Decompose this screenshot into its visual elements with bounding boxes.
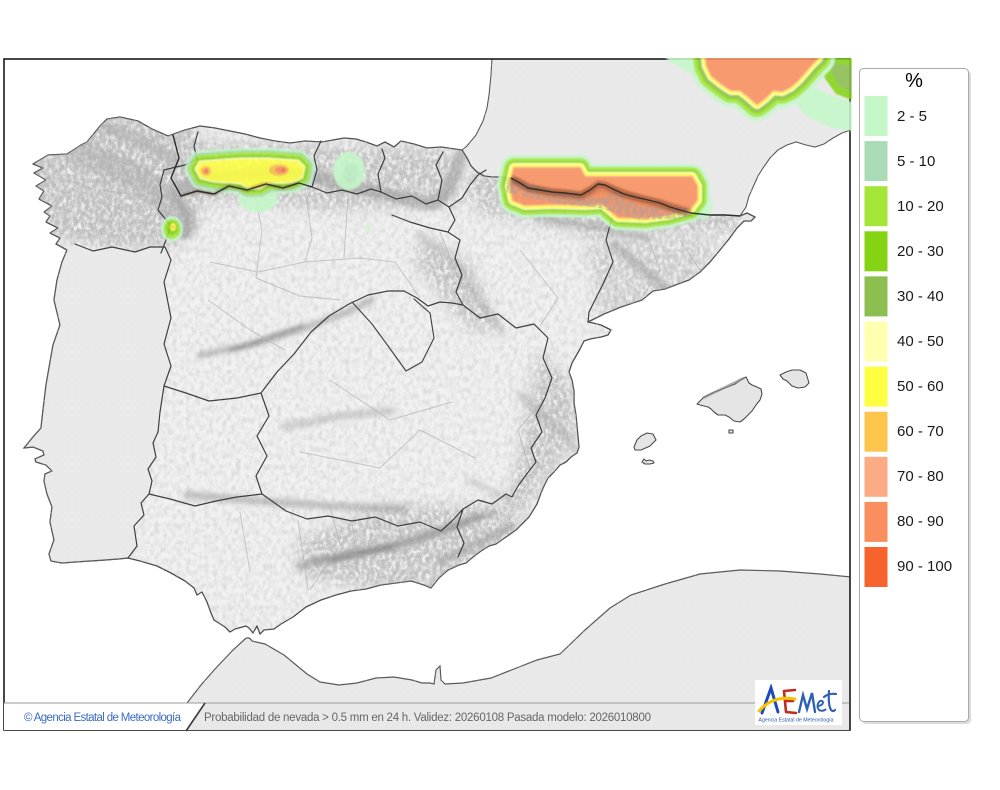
svg-text:70 - 80: 70 - 80 xyxy=(897,468,944,485)
svg-text:20 - 30: 20 - 30 xyxy=(897,243,944,260)
svg-text:Probabilidad de nevada > 0.5 m: Probabilidad de nevada > 0.5 mm en 24 h.… xyxy=(204,712,651,724)
svg-text:50 - 60: 50 - 60 xyxy=(897,378,944,395)
svg-text:60 - 70: 60 - 70 xyxy=(897,423,944,440)
svg-text:Agencia Estatal de Meteorologí: Agencia Estatal de Meteorología xyxy=(759,718,834,724)
svg-text:2 - 5: 2 - 5 xyxy=(897,108,927,125)
svg-text:10 - 20: 10 - 20 xyxy=(897,198,944,215)
svg-text:40 - 50: 40 - 50 xyxy=(897,333,944,350)
svg-text:90 - 100: 90 - 100 xyxy=(897,558,952,575)
svg-text:5 - 10: 5 - 10 xyxy=(897,153,935,170)
svg-text:© Agencia Estatal de Meteorolo: © Agencia Estatal de Meteorología xyxy=(24,712,182,724)
svg-text:80 - 90: 80 - 90 xyxy=(897,513,944,530)
svg-text:30 - 40: 30 - 40 xyxy=(897,288,944,305)
svg-text:%: % xyxy=(905,70,923,92)
